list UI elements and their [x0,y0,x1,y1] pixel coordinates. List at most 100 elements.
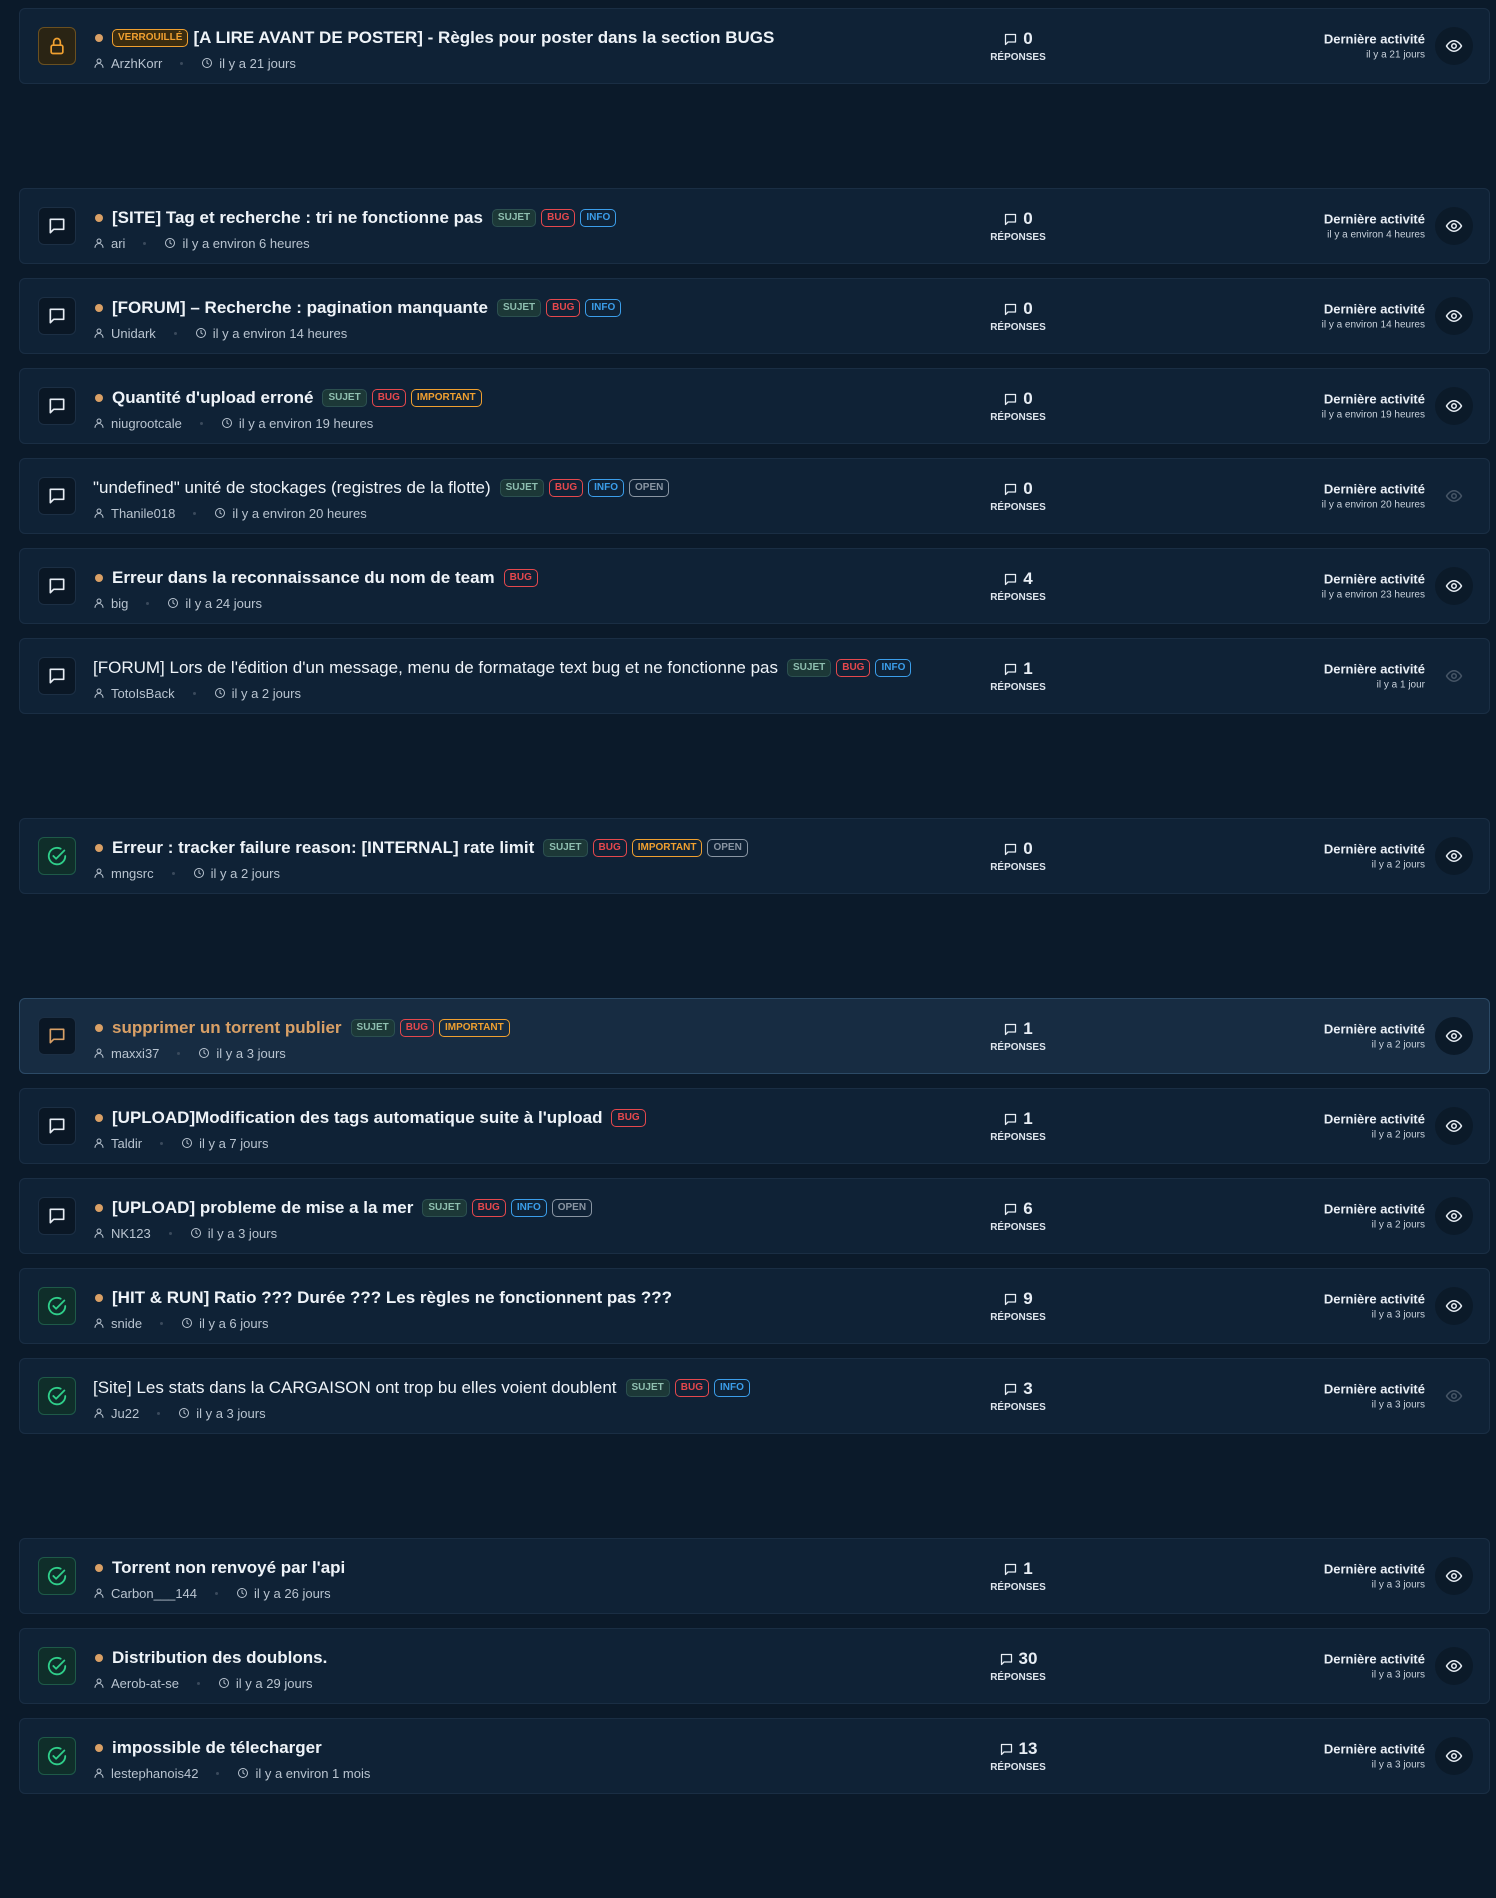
thread-title[interactable]: [HIT & RUN] Ratio ??? Durée ??? Les règl… [112,1287,673,1307]
thread-title[interactable]: [FORUM] – Recherche : pagination manquan… [112,297,488,317]
created-time: il y a environ 20 heures [232,505,367,521]
thread-card[interactable]: Erreur dans la reconnaissance du nom de … [19,548,1490,624]
title-row: [SITE] Tag et recherche : tri ne fonctio… [93,208,953,228]
thread-card[interactable]: VERROUILLÉ [A LIRE AVANT DE POSTER] - Règ… [19,8,1490,84]
thread-title[interactable]: Distribution des doublons. [112,1647,328,1667]
separator [168,1231,172,1235]
meta: Unidark il y a environ 14 heures [93,326,953,341]
check-icon [47,846,67,866]
reply-icon [1005,1113,1017,1125]
watch-button[interactable] [1435,477,1473,515]
thread-title[interactable]: [Site] Les stats dans la CARGAISON ont t… [93,1377,617,1397]
author[interactable]: Thanile018 [111,505,176,521]
author[interactable]: big [111,595,129,611]
thread-title[interactable]: Erreur : tracker failure reason: [INTERN… [112,837,535,857]
watch-button[interactable] [1435,297,1473,335]
replies-label: RÉPONSES [990,1312,1046,1323]
watch-button[interactable] [1435,207,1473,245]
clock-icon [202,58,213,68]
watch-button[interactable] [1435,387,1473,425]
replies: 0 RÉPONSES [960,839,1076,873]
thread-card[interactable]: impossible de télecharger lestephanois42 i… [19,1718,1490,1794]
meta: lestephanois42 il y a environ 1 mois [93,1766,953,1781]
watch-button[interactable] [1435,837,1473,875]
last-activity-label: Dernière activité [1323,1291,1425,1307]
thread-title[interactable]: Erreur dans la reconnaissance du nom de … [112,567,495,587]
thread-card[interactable]: supprimer un torrent publier SUJET BUG IMPO… [19,998,1490,1074]
last-activity-time: il y a environ 20 heures [1321,499,1425,511]
watch-button[interactable] [1435,1737,1473,1775]
thread-card[interactable]: Erreur : tracker failure reason: [INTERN… [19,818,1490,894]
author[interactable]: Taldir [111,1135,143,1151]
author[interactable]: TotoIsBack [111,685,175,701]
thread-card[interactable]: [UPLOAD] probleme de mise a la mer SUJET B… [19,1178,1490,1254]
last-activity-time: il y a 3 jours [1371,1309,1425,1321]
badge: VERROUILLÉ [112,28,189,47]
thread-card[interactable]: [FORUM] Lors de l'édition d'un message, … [19,638,1490,714]
title-row: Erreur dans la reconnaissance du nom de … [93,568,953,588]
meta: snide il y a 6 jours [93,1316,953,1331]
author[interactable]: ArzhKorr [111,55,163,71]
thread-title[interactable]: "undefined" unité de stockages (registre… [93,477,491,497]
author[interactable]: snide [111,1315,143,1331]
unread-dot [95,33,103,42]
watch-button[interactable] [1435,1197,1473,1235]
replies-label: RÉPONSES [990,862,1046,873]
author[interactable]: Aerob-at-se [111,1675,179,1691]
author[interactable]: lestephanois42 [111,1765,199,1781]
last-activity: Dernière activité il y a 21 jours [1324,32,1425,61]
replies-label: RÉPONSES [990,682,1046,693]
thread-card[interactable]: Torrent non renvoyé par l'api Carbon___14… [19,1538,1490,1614]
reply-count: 9 [1023,1289,1033,1308]
last-activity: Dernière activité il y a environ 19 heure… [1322,392,1425,421]
thread-main: "undefined" unité de stockages (registre… [93,460,953,533]
author[interactable]: mngsrc [111,865,154,881]
last-activity: Dernière activité il y a environ 23 heure… [1322,572,1425,601]
watch-button[interactable] [1435,1107,1473,1145]
thread-title[interactable]: supprimer un torrent publier [112,1017,342,1037]
watch-button[interactable] [1435,1557,1473,1595]
author[interactable]: NK123 [111,1225,151,1241]
tag: INFO [588,478,624,497]
author[interactable]: Unidark [111,325,156,341]
thread-title[interactable]: [A LIRE AVANT DE POSTER] - Règles pour p… [193,27,775,47]
author[interactable]: niugrootcale [111,415,182,431]
last-activity-label: Dernière activité [1323,1561,1425,1577]
last-activity-time: il y a 3 jours [1371,1669,1425,1681]
thread-card[interactable]: "undefined" unité de stockages (registre… [19,458,1490,534]
watch-button[interactable] [1435,1647,1473,1685]
author[interactable]: Carbon___144 [111,1585,198,1601]
thread-card[interactable]: [Site] Les stats dans la CARGAISON ont t… [19,1358,1490,1434]
created-time: il y a environ 19 heures [238,415,374,431]
thread-title[interactable]: [UPLOAD] probleme de mise a la mer [112,1197,414,1217]
thread-card[interactable]: Quantité d'upload erroné SUJET BUG IMPORTAN… [19,368,1490,444]
thread-title[interactable]: Torrent non renvoyé par l'api [112,1557,346,1577]
thread-title[interactable]: [FORUM] Lors de l'édition d'un message, … [93,657,778,677]
thread-card[interactable]: [FORUM] – Recherche : pagination manquan… [19,278,1490,354]
tag: BUG [836,658,871,677]
thread-title[interactable]: impossible de télecharger [112,1737,322,1757]
reply-icon [1005,843,1017,855]
watch-button[interactable] [1435,1017,1473,1055]
last-activity-time: il y a 2 jours [1371,1039,1425,1051]
watch-button[interactable] [1435,1377,1473,1415]
thread-title[interactable]: [SITE] Tag et recherche : tri ne fonctio… [112,207,483,227]
watch-button[interactable] [1435,567,1473,605]
thread-title[interactable]: [UPLOAD]Modification des tags automatiqu… [112,1107,603,1127]
watch-button[interactable] [1435,657,1473,695]
thread-card[interactable]: [UPLOAD]Modification des tags automatiqu… [19,1088,1490,1164]
tag: SUJET [491,208,537,227]
thread-card[interactable]: Distribution des doublons. Aerob-at-se il … [19,1628,1490,1704]
user-icon [94,1318,104,1328]
last-activity-time: il y a 2 jours [1371,859,1425,871]
watch-button[interactable] [1435,1287,1473,1325]
author[interactable]: ari [111,235,126,251]
thread-card[interactable]: [SITE] Tag et recherche : tri ne fonctio… [19,188,1490,264]
replies-label: RÉPONSES [990,1042,1046,1053]
watch-button[interactable] [1435,27,1473,65]
clock-icon [190,1228,201,1238]
thread-title[interactable]: Quantité d'upload erroné [112,387,314,407]
author[interactable]: maxxi37 [111,1045,160,1061]
thread-card[interactable]: [HIT & RUN] Ratio ??? Durée ??? Les règl… [19,1268,1490,1344]
author[interactable]: Ju22 [111,1405,140,1421]
